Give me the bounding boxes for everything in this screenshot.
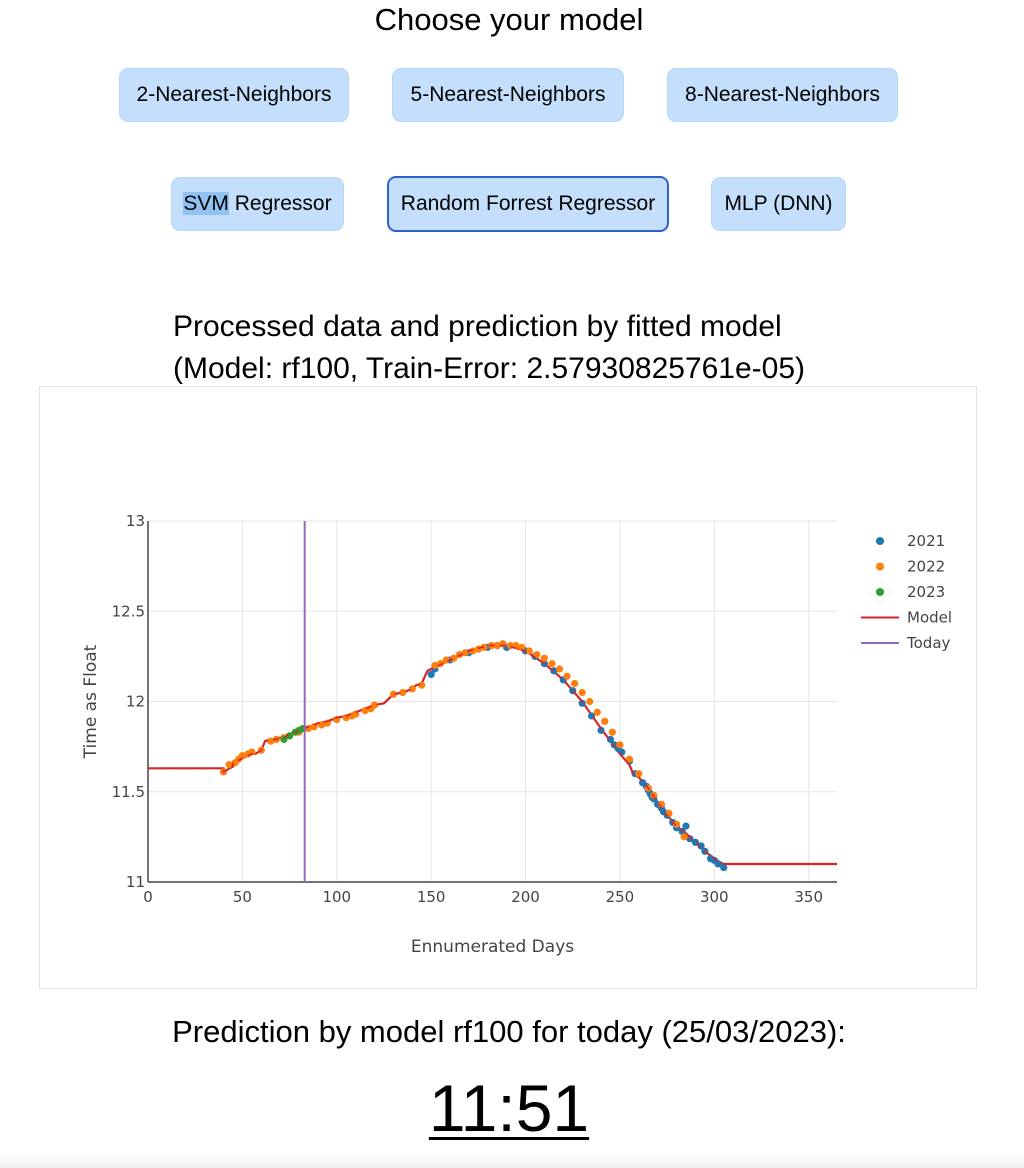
x-tick-label: 350 [794, 888, 823, 906]
bottom-shade [0, 1153, 1024, 1168]
svm-text-selection: SVM [183, 192, 229, 215]
marker-2021 [720, 863, 728, 872]
prediction-label: Prediction by model rf100 for today (25/… [172, 1014, 846, 1049]
marker-2022 [225, 761, 233, 769]
svm-button-label: SVM Regressor [183, 192, 332, 216]
marker-2022 [635, 770, 643, 778]
marker-2022 [399, 688, 407, 697]
legend-label: Today [906, 634, 951, 652]
knn5-button-label: 5-Nearest-Neighbors [410, 83, 606, 106]
marker-2022 [318, 721, 326, 729]
plot-title: Processed data and prediction by fitted … [173, 306, 805, 390]
marker-2022 [548, 659, 556, 668]
mlp-button[interactable]: MLP (DNN) [711, 177, 846, 231]
marker-2021 [597, 726, 605, 734]
marker-2022 [370, 701, 379, 709]
marker-2021 [550, 667, 558, 675]
marker-2021 [697, 842, 705, 850]
x-tick-label: 200 [511, 888, 540, 906]
x-tick-label: 100 [322, 888, 351, 906]
page-title: Choose your model [374, 2, 644, 37]
x-tick-label: 300 [700, 888, 729, 906]
random-forest-button-label: Random Forrest Regressor [400, 192, 656, 215]
marker-2022 [469, 647, 477, 655]
x-tick-label: 150 [417, 888, 446, 906]
marker-2022 [480, 643, 488, 651]
legend-label: Model [907, 609, 952, 627]
marker-2023 [285, 732, 294, 740]
marker-2022 [267, 737, 275, 745]
plot-title-line-2: (Model: rf100, Train-Error: 2.5793082576… [173, 352, 806, 385]
chart-container[interactable]: 0 50 100 150 200 250 300 350 11 11.5 12 12.5 13 Ennum… [39, 386, 977, 989]
marker-2022 [625, 755, 633, 763]
knn5-button[interactable]: 5-Nearest-Neighbors [392, 68, 624, 122]
plot-title-line-1: Processed data and prediction by fitted … [173, 310, 782, 343]
marker-2021 [427, 670, 435, 679]
marker-2022 [680, 833, 688, 841]
marker-2021 [686, 835, 694, 843]
marker-2022 [461, 649, 469, 657]
marker-2022 [238, 752, 246, 760]
chart-svg[interactable]: 0 50 100 150 200 250 300 350 11 11.5 12 12.5 13 Ennum… [40, 387, 976, 988]
marker-2022 [586, 697, 594, 706]
y-axis-title: Time as Float [81, 644, 101, 759]
knn2-button[interactable]: 2-Nearest-Neighbors [119, 68, 349, 122]
marker-2022 [601, 717, 609, 725]
marker-2022 [563, 672, 571, 680]
marker-2022 [431, 661, 439, 669]
knn8-button[interactable]: 8-Nearest-Neighbors [667, 68, 898, 122]
marker-2022 [593, 708, 601, 716]
marker-2022 [540, 654, 549, 662]
legend-label: 2023 [907, 583, 945, 601]
marker-2022 [450, 654, 458, 662]
y-tick-label: 12.5 [112, 602, 145, 620]
marker-2023 [280, 735, 288, 744]
y-tick-label: 12 [126, 693, 145, 711]
marker-2022 [616, 741, 624, 749]
random-forest-button[interactable]: Random Forrest Regressor [387, 176, 669, 232]
legend-label: 2021 [907, 532, 945, 550]
legend-marker-2021 [876, 537, 884, 545]
marker-2022 [578, 688, 586, 697]
y-tick-label: 11 [126, 873, 145, 891]
marker-2021 [682, 822, 690, 830]
x-tick-label: 50 [233, 888, 252, 906]
marker-2022 [555, 665, 564, 673]
legend-marker-2023 [876, 588, 884, 596]
y-tick-label: 11.5 [112, 783, 145, 801]
marker-2022 [533, 650, 541, 659]
svm-button[interactable]: SVM Regressor [171, 177, 344, 231]
marker-2021 [714, 860, 722, 868]
svm-button-label-rest: Regressor [228, 192, 332, 215]
marker-2022 [408, 685, 416, 693]
marker-2022 [672, 820, 681, 828]
knn2-button-label: 2-Nearest-Neighbors [136, 83, 332, 106]
marker-2022 [418, 681, 426, 689]
mlp-button-label: MLP (DNN) [724, 192, 833, 215]
legend-label: 2022 [907, 558, 945, 576]
marker-2022 [518, 643, 526, 651]
x-tick-label: 250 [606, 888, 635, 906]
marker-2022 [493, 641, 501, 650]
marker-2021 [578, 699, 586, 707]
model-line-overlay [148, 644, 837, 865]
prediction-value: 11:51 [428, 1071, 590, 1145]
marker-2022 [525, 647, 533, 655]
y-tick-label: 13 [126, 512, 145, 530]
marker-2022 [608, 728, 616, 736]
legend-marker-2022 [876, 562, 884, 571]
knn8-button-label: 8-Nearest-Neighbors [685, 83, 880, 106]
marker-2022 [571, 679, 579, 688]
marker-2022 [389, 690, 397, 698]
x-axis-title: Ennumerated Days [411, 937, 574, 957]
x-tick-label: 0 [143, 888, 153, 906]
